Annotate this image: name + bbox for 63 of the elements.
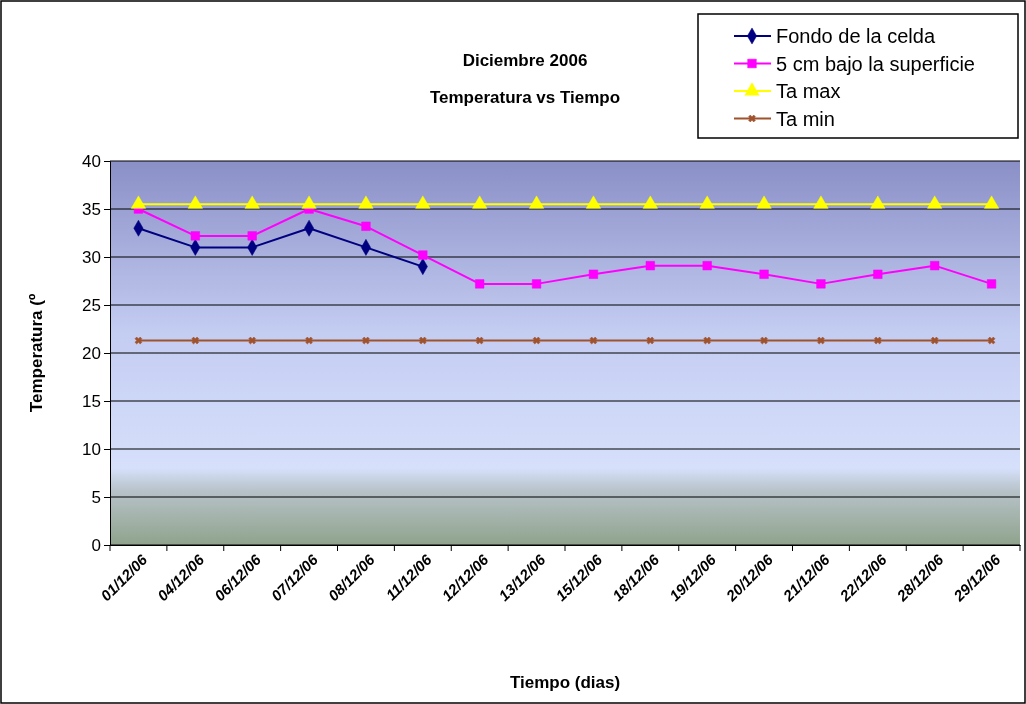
- point: [532, 336, 541, 345]
- point: [362, 336, 370, 345]
- point: [984, 195, 1000, 209]
- chart-subtitle: Temperatura vs Tiempo: [429, 88, 621, 107]
- legend-label: Fondo de la celda: [776, 25, 936, 47]
- point: [418, 250, 428, 260]
- point: [987, 336, 996, 345]
- point: [702, 261, 712, 271]
- y-tick-label: 40: [82, 151, 101, 171]
- chart-title: Diciembre 2006: [462, 51, 588, 70]
- point: [247, 231, 257, 241]
- point: [472, 195, 488, 209]
- y-tick-label: 15: [82, 391, 101, 411]
- point: [134, 336, 143, 345]
- point: [760, 336, 768, 345]
- x-axis-title: Tiempo (dias): [509, 673, 621, 692]
- y-tick-label: 5: [91, 487, 101, 507]
- point: [130, 195, 146, 209]
- point: [817, 336, 825, 345]
- legend-label: 5 cm bajo la superficie: [776, 52, 975, 75]
- point: [813, 195, 829, 209]
- point: [642, 195, 658, 209]
- point: [419, 336, 427, 345]
- y-tick-label: 30: [82, 247, 101, 267]
- point: [588, 269, 599, 279]
- point: [873, 269, 883, 279]
- legend-label: Ta min: [776, 107, 835, 130]
- point: [529, 195, 545, 209]
- point: [301, 195, 317, 209]
- point: [475, 336, 484, 345]
- point: [531, 279, 542, 289]
- point: [361, 221, 371, 231]
- y-tick-label: 10: [82, 439, 101, 459]
- y-tick-label: 25: [82, 295, 101, 315]
- point: [305, 336, 313, 345]
- y-tick-label: 0: [91, 535, 101, 555]
- point: [874, 336, 882, 345]
- legend-label: Ta max: [776, 80, 841, 102]
- y-tick-label: 35: [82, 199, 101, 219]
- point: [816, 279, 826, 289]
- point: [187, 195, 203, 209]
- point: [930, 261, 940, 271]
- point: [703, 336, 711, 345]
- y-axis-title: Temperatura (º: [27, 293, 46, 413]
- point: [585, 195, 601, 209]
- point: [589, 336, 598, 345]
- point: [248, 336, 256, 345]
- point: [870, 195, 886, 209]
- point: [759, 269, 769, 279]
- point: [244, 195, 260, 209]
- point: [415, 195, 431, 209]
- point: [930, 336, 939, 345]
- point: [927, 195, 943, 209]
- point: [191, 336, 200, 345]
- point: [699, 195, 715, 209]
- y-tick-label: 20: [82, 343, 101, 363]
- point: [756, 195, 772, 209]
- point: [475, 279, 485, 289]
- point: [190, 231, 200, 241]
- point: [358, 195, 374, 209]
- point: [986, 279, 997, 289]
- point: [645, 261, 655, 271]
- point: [646, 336, 655, 345]
